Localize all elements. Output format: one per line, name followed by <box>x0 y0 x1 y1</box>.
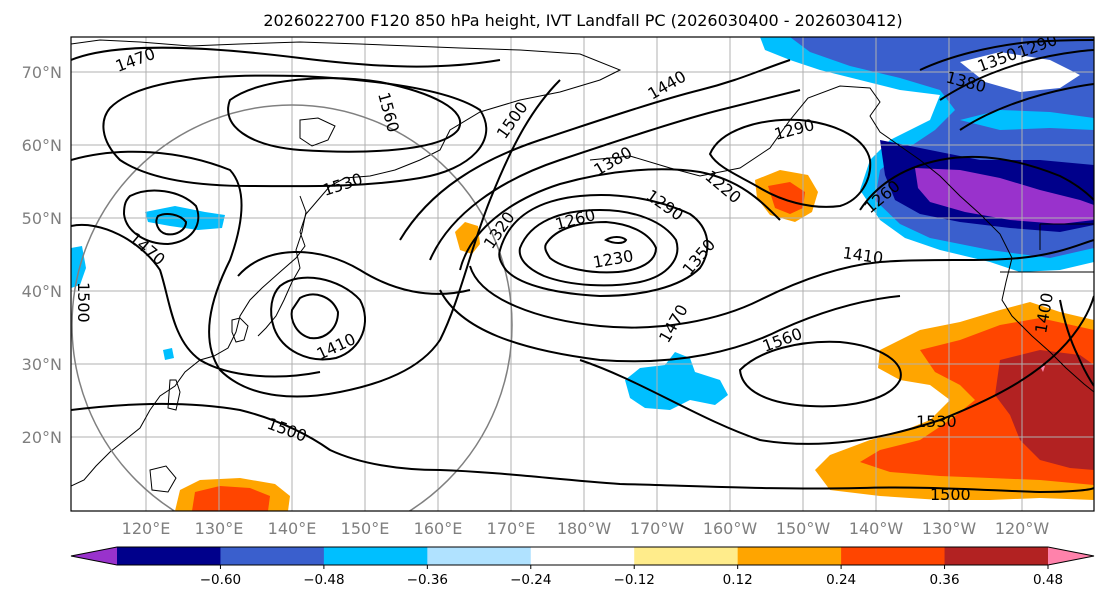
colorbar-tick-label: −0.24 <box>510 572 551 588</box>
coastlines <box>71 39 1094 493</box>
lon-label: 180°W <box>557 519 612 538</box>
lon-label: 160°W <box>703 519 758 538</box>
colorbar-tick-label: 0.12 <box>723 572 753 588</box>
colorbar-tick-label: −0.48 <box>303 572 344 588</box>
colorbar-swatch <box>530 547 635 565</box>
figure-title: 2026022700 F120 850 hPa height, IVT Land… <box>263 11 902 30</box>
colorbar-extension-high <box>1048 547 1094 565</box>
lon-label: 150°W <box>776 519 831 538</box>
lon-label: 170°W <box>630 519 685 538</box>
contour-label: 1530 <box>916 412 957 431</box>
map-frame <box>70 36 1095 512</box>
colorbar-swatch <box>220 547 325 565</box>
lat-label: 20°N <box>22 428 62 447</box>
lon-label: 120°W <box>995 519 1050 538</box>
lon-label: 130°E <box>195 519 244 538</box>
height-contours <box>71 39 1094 494</box>
longitude-labels: 120°E 130°E 140°E 150°E 160°E 170°E 180°… <box>122 519 1050 538</box>
graticule <box>71 37 1094 511</box>
latitude-labels: 70°N 60°N 50°N 40°N 30°N 20°N <box>22 63 62 447</box>
lon-label: 140°W <box>849 519 904 538</box>
lon-label: 120°E <box>122 519 171 538</box>
lat-label: 30°N <box>22 355 62 374</box>
lon-label: 140°E <box>268 519 317 538</box>
range-ring <box>71 104 513 511</box>
colorbar-tick-label: −0.36 <box>407 572 448 588</box>
lon-label: 160°E <box>414 519 463 538</box>
lon-label: 150°E <box>341 519 390 538</box>
contour-label: 1500 <box>930 485 971 504</box>
map-panel: 1470 1560 1500 1440 1530 1380 1290 1320 … <box>71 37 1094 511</box>
lat-label: 50°N <box>22 209 62 228</box>
colorbar-swatch <box>944 547 1049 565</box>
lon-label: 130°W <box>922 519 977 538</box>
colorbar-swatch <box>634 547 739 565</box>
colorbar-tick-label: 0.36 <box>930 572 960 588</box>
colorbar-tick-label: −0.60 <box>200 572 241 588</box>
colorbar-tick-label: 0.24 <box>826 572 856 588</box>
lat-label: 60°N <box>22 136 62 155</box>
colorbar-swatch <box>841 547 946 565</box>
contour-label: 1500 <box>74 282 93 323</box>
colorbar-tick-label: 0.48 <box>1033 572 1063 588</box>
colorbar-outline <box>70 546 1095 566</box>
colorbar-swatch <box>323 547 428 565</box>
colorbar-swatch <box>117 547 221 565</box>
colorbar-swatch <box>427 547 532 565</box>
lat-label: 70°N <box>22 63 62 82</box>
lat-label: 40°N <box>22 282 62 301</box>
colorbar-extension-low <box>71 547 117 565</box>
colorbar-tick-label: −0.12 <box>614 572 655 588</box>
colorbar: −0.60 −0.48 −0.36 −0.24 −0.12 0.12 0.24 0.36 0.4… <box>70 546 1095 588</box>
lon-label: 170°E <box>487 519 536 538</box>
colorbar-swatch <box>737 547 842 565</box>
